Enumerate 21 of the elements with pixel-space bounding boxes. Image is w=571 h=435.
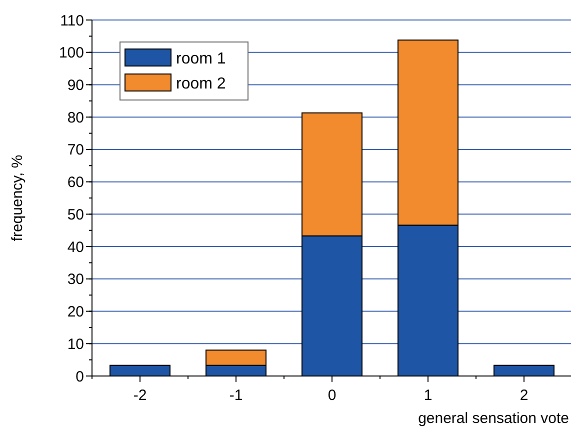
y-tick-label: 10 [67, 336, 84, 353]
y-tick-label: 60 [67, 174, 84, 192]
y-tick-label: 40 [67, 238, 84, 256]
y-tick-label: 110 [60, 12, 84, 30]
y-axis-title: frequency, % [9, 154, 26, 242]
y-tick-label: 30 [67, 271, 84, 288]
x-tick-label: -1 [229, 387, 243, 404]
y-tick-label: 90 [67, 76, 84, 94]
y-tick-label: 100 [58, 44, 84, 62]
y-tick-label: 50 [67, 206, 84, 224]
x-axis-title: general sensation vote [418, 410, 569, 427]
y-tick-label: 0 [76, 368, 84, 386]
x-tick-label: 0 [328, 387, 336, 404]
x-tick-label: 1 [424, 387, 432, 404]
y-tick-label: 20 [67, 304, 84, 321]
x-tick-label: 2 [520, 387, 528, 404]
legend-label: room 1 [176, 50, 226, 68]
y-tick-label: 80 [67, 109, 84, 126]
legend-label: room 2 [176, 76, 226, 93]
x-tick-label: -2 [133, 387, 147, 404]
y-tick-label: 70 [67, 142, 84, 159]
